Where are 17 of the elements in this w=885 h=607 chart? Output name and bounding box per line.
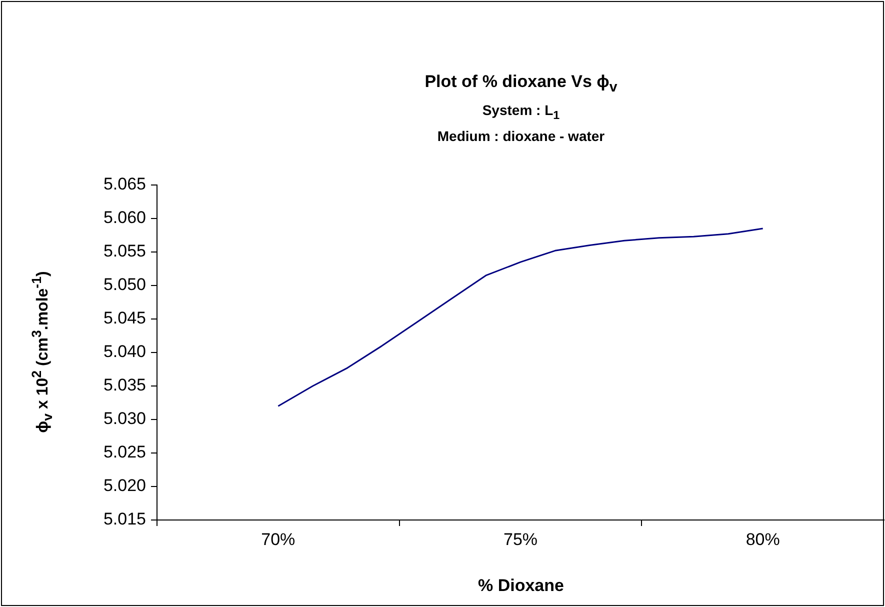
y-tick-label: 5.020	[103, 476, 146, 496]
chart-title: Plot of % dioxane Vs ϕ$_{v}$	[424, 72, 618, 96]
chart-subtitle: System : L$_{1}$ Medium : dioxane - water	[436, 101, 606, 146]
y-tick-label: 5.040	[103, 342, 146, 362]
x-tick-label: 80%	[746, 530, 780, 549]
y-tick-label: 5.015	[103, 510, 146, 529]
x-tick-label: 75%	[503, 530, 538, 549]
y-tick-label: 5.065	[103, 174, 146, 194]
y-tick-label: 5.035	[103, 376, 146, 395]
x-axis-title: % Dioxane	[477, 576, 565, 596]
y-tick-label: 5.045	[103, 308, 146, 328]
x-tick-label: 70%	[261, 530, 296, 549]
y-tick-label: 5.050	[103, 275, 146, 294]
y-tick-label: 5.060	[103, 208, 146, 228]
y-tick-label: 5.025	[103, 442, 146, 462]
y-tick-label: 5.030	[103, 409, 146, 428]
y-tick-label: 5.055	[103, 242, 146, 261]
